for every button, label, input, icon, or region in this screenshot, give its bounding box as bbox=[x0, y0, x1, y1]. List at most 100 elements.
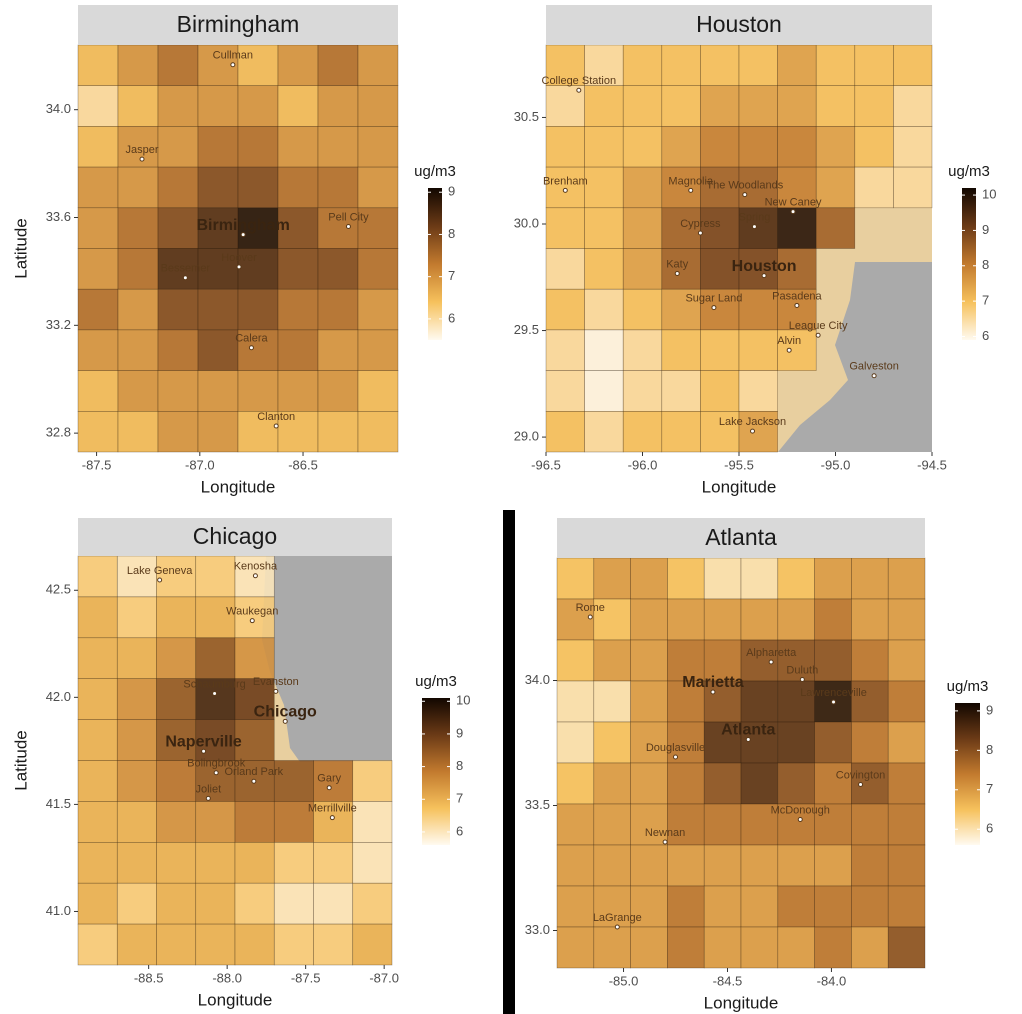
cell bbox=[198, 411, 238, 452]
legend-tick-label: 6 bbox=[982, 328, 989, 343]
cell bbox=[118, 45, 158, 86]
cell bbox=[815, 558, 852, 599]
cell bbox=[117, 720, 156, 761]
legend-tick-label: 10 bbox=[456, 693, 470, 708]
legend-title: ug/m3 bbox=[947, 678, 989, 695]
cell bbox=[353, 883, 392, 924]
cell bbox=[623, 167, 662, 208]
city-dot bbox=[588, 615, 592, 619]
cell bbox=[662, 45, 701, 86]
panel-title: Birmingham bbox=[177, 11, 300, 37]
city-dot bbox=[577, 88, 581, 92]
cell bbox=[557, 804, 594, 845]
y-tick-label: 33.0 bbox=[525, 922, 550, 937]
city-label: Kenosha bbox=[234, 561, 278, 573]
cell bbox=[557, 927, 594, 968]
cell bbox=[278, 167, 318, 208]
legend-tick-label: 10 bbox=[982, 187, 996, 202]
city-dot bbox=[253, 574, 257, 578]
y-tick-label: 34.0 bbox=[46, 101, 71, 116]
x-tick-label: -87.0 bbox=[369, 970, 399, 985]
cell bbox=[158, 45, 198, 86]
x-axis-title: Longitude bbox=[702, 477, 777, 496]
city-label: Chicago bbox=[254, 704, 317, 721]
legend-tick-label: 9 bbox=[986, 702, 993, 717]
cell bbox=[594, 722, 631, 763]
cell bbox=[118, 371, 158, 412]
cell bbox=[358, 126, 398, 167]
cell bbox=[78, 801, 117, 842]
cell bbox=[739, 86, 778, 127]
cell bbox=[278, 371, 318, 412]
x-tick-label: -85.0 bbox=[609, 973, 639, 988]
cell bbox=[662, 330, 701, 371]
x-tick-label: -88.0 bbox=[212, 970, 242, 985]
cell bbox=[631, 599, 668, 640]
cell bbox=[278, 249, 318, 290]
cell bbox=[594, 558, 631, 599]
cell bbox=[117, 679, 156, 720]
cell bbox=[667, 927, 704, 968]
city-label: Pell City bbox=[328, 211, 369, 223]
cell bbox=[585, 371, 624, 412]
cell bbox=[274, 883, 313, 924]
cell bbox=[274, 842, 313, 883]
city-dot bbox=[769, 660, 773, 664]
cell bbox=[314, 924, 353, 965]
cell bbox=[557, 763, 594, 804]
city-label: Clanton bbox=[257, 411, 295, 423]
cell bbox=[238, 289, 278, 330]
city-dot bbox=[158, 578, 162, 582]
cell bbox=[851, 927, 888, 968]
city-label: Katy bbox=[666, 258, 689, 270]
x-tick-label: -96.0 bbox=[628, 457, 658, 472]
cell bbox=[117, 638, 156, 679]
cell bbox=[117, 924, 156, 965]
cell bbox=[546, 167, 585, 208]
panel-title: Atlanta bbox=[705, 524, 777, 550]
legend-bar bbox=[962, 188, 976, 340]
city-label: Birmingham bbox=[196, 217, 289, 234]
cell bbox=[314, 842, 353, 883]
cell bbox=[667, 763, 704, 804]
city-dot bbox=[712, 306, 716, 310]
y-tick-label: 30.0 bbox=[514, 215, 539, 230]
cell bbox=[739, 371, 778, 412]
city-dot bbox=[213, 691, 217, 695]
legend-tick-label: 9 bbox=[448, 184, 455, 199]
cell bbox=[318, 167, 358, 208]
cell bbox=[815, 722, 852, 763]
x-tick-label: -87.0 bbox=[185, 457, 215, 472]
cell bbox=[741, 681, 778, 722]
city-dot bbox=[252, 779, 256, 783]
cell bbox=[118, 86, 158, 127]
cell bbox=[700, 126, 739, 167]
city-label: Marietta bbox=[682, 674, 743, 691]
cell bbox=[78, 924, 117, 965]
cell bbox=[78, 883, 117, 924]
cell bbox=[816, 167, 855, 208]
legend-tick-label: 9 bbox=[456, 725, 463, 740]
cell bbox=[278, 289, 318, 330]
legend-tick-label: 8 bbox=[982, 257, 989, 272]
legend-tick-label: 6 bbox=[456, 823, 463, 838]
y-tick-label: 42.5 bbox=[46, 582, 71, 597]
cell bbox=[78, 86, 118, 127]
cell bbox=[816, 45, 855, 86]
cell bbox=[851, 640, 888, 681]
city-dot bbox=[214, 771, 218, 775]
x-tick-label: -88.5 bbox=[134, 970, 164, 985]
cell bbox=[594, 845, 631, 886]
cell bbox=[358, 167, 398, 208]
city-label: Jasper bbox=[125, 144, 158, 156]
cell bbox=[623, 208, 662, 249]
cell bbox=[118, 289, 158, 330]
city-dot bbox=[859, 783, 863, 787]
cell bbox=[546, 249, 585, 290]
cell bbox=[778, 86, 817, 127]
cell bbox=[353, 924, 392, 965]
cell bbox=[118, 411, 158, 452]
cell bbox=[117, 801, 156, 842]
cell bbox=[118, 208, 158, 249]
cell bbox=[778, 45, 817, 86]
